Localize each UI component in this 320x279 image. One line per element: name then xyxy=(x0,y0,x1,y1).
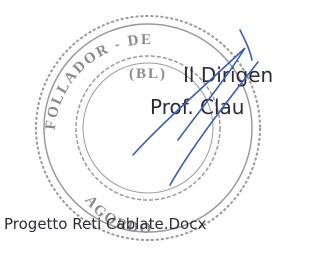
stamp-middle-text: (BL) xyxy=(129,66,167,82)
stamp-outer-ring xyxy=(36,16,260,240)
signature-role: Il Dirigen xyxy=(183,63,273,87)
stamp-ring xyxy=(44,24,252,232)
signature-stroke xyxy=(240,30,252,60)
stamp xyxy=(36,16,260,240)
document-page: FOLLADOR - DE (BL) AGORDO Il Dirigen Pro… xyxy=(0,0,273,279)
footer-filename: Progetto Reti Cablate.Docx xyxy=(4,215,206,233)
